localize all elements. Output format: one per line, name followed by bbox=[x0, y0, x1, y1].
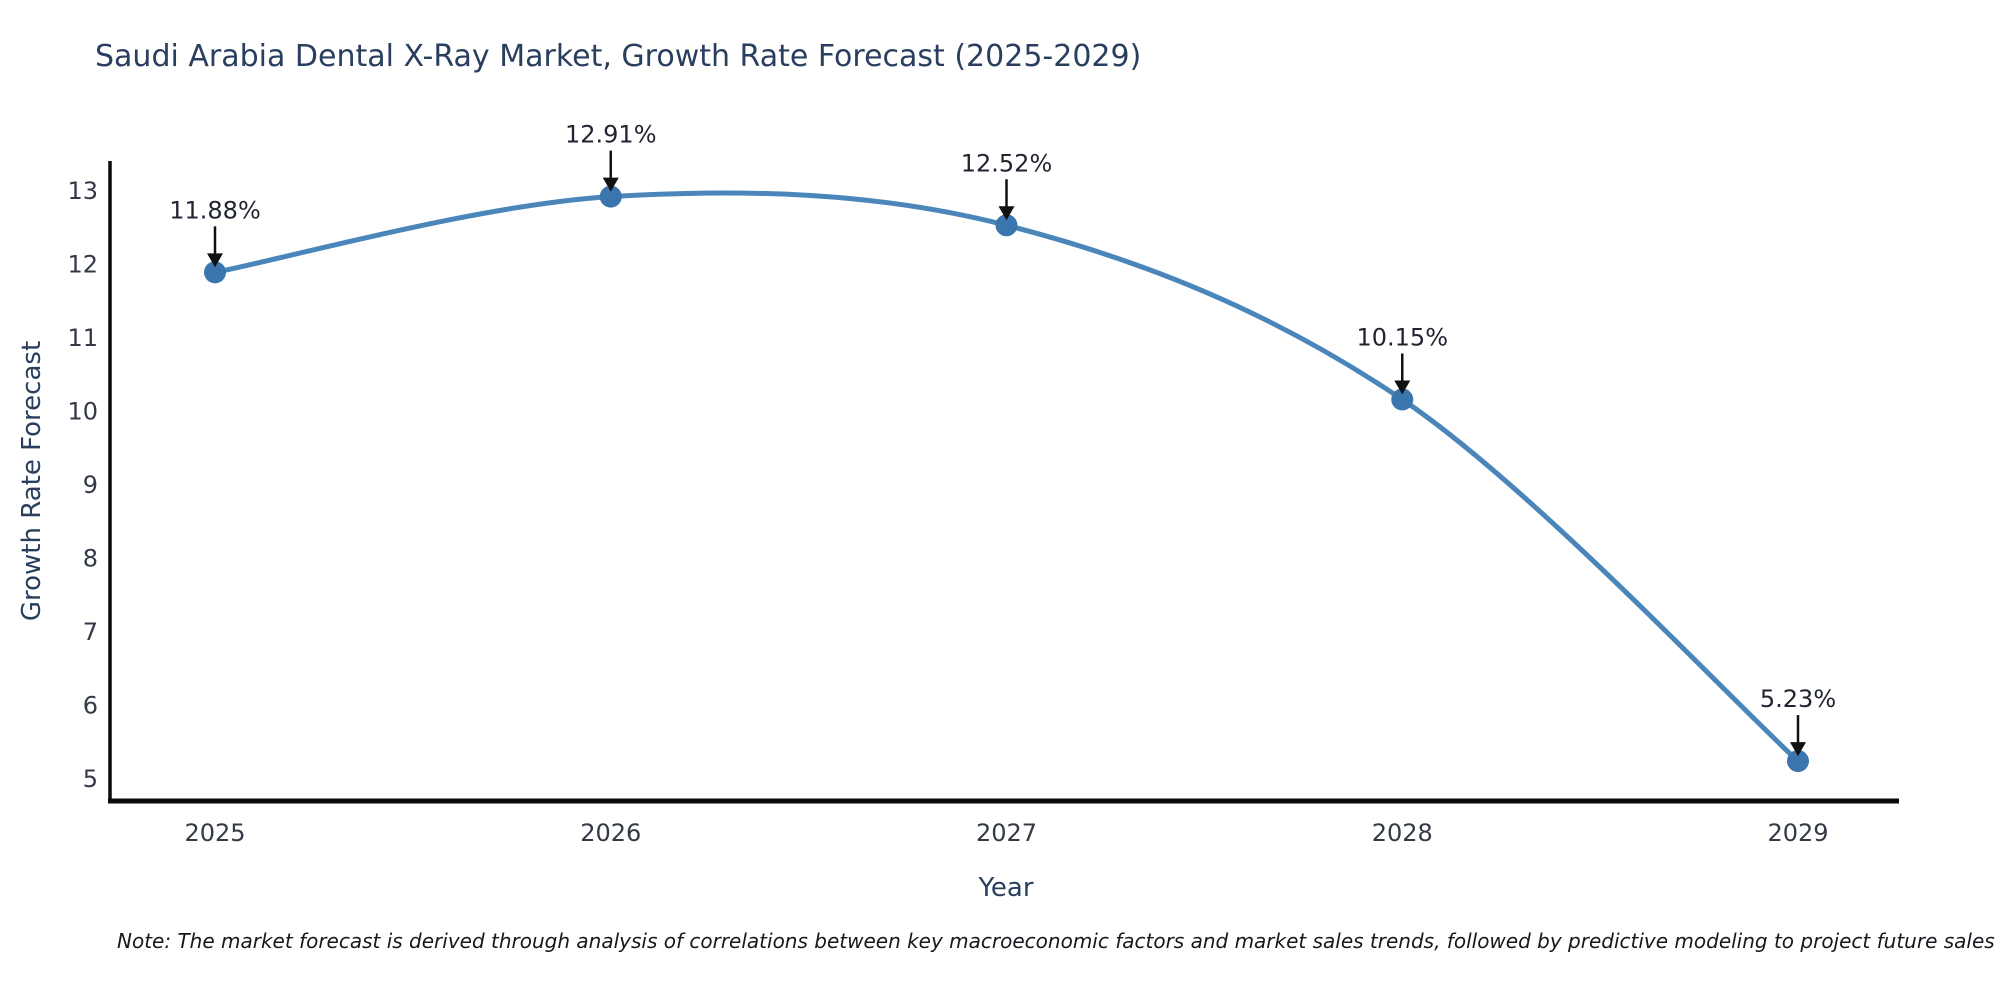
data-point-marker bbox=[1787, 750, 1809, 773]
x-tick-label: 2028 bbox=[1372, 819, 1433, 847]
series-path bbox=[212, 190, 1801, 764]
point-value-label: 11.88% bbox=[169, 196, 261, 224]
footnote: Note: The market forecast is derived thr… bbox=[117, 929, 1995, 953]
y-tick-label: 12 bbox=[67, 251, 98, 279]
x-axis-tick-labels: 2025 2026 2027 2028 2029 bbox=[184, 819, 1828, 847]
data-point-marker bbox=[1391, 388, 1414, 411]
data-point-marker bbox=[599, 185, 622, 208]
data-point-marker bbox=[995, 214, 1018, 237]
y-axis-tick-labels: 5 6 7 8 9 10 11 12 13 bbox=[67, 177, 98, 793]
y-tick-label: 11 bbox=[67, 324, 98, 352]
x-tick-label: 2026 bbox=[580, 819, 641, 847]
y-axis-title: Growth Rate Forecast bbox=[17, 341, 47, 621]
x-axis-title: Year bbox=[977, 873, 1033, 903]
annotation-arrow-head bbox=[998, 206, 1015, 221]
series-growth-rate bbox=[204, 185, 1809, 773]
x-tick-label: 2025 bbox=[184, 819, 245, 847]
y-tick-label: 13 bbox=[67, 177, 98, 205]
axes bbox=[108, 161, 1899, 804]
y-tick-label: 9 bbox=[83, 471, 98, 499]
point-value-label: 10.15% bbox=[1356, 323, 1448, 351]
y-tick-label: 6 bbox=[83, 692, 98, 720]
point-value-label: 12.52% bbox=[961, 149, 1053, 177]
annotation-arrow-head bbox=[1394, 380, 1411, 395]
y-tick-label: 7 bbox=[83, 618, 98, 646]
annotation-arrow-head bbox=[207, 253, 223, 268]
y-tick-label: 10 bbox=[67, 398, 98, 426]
y-tick-label: 8 bbox=[83, 545, 98, 573]
annotation-arrow-head bbox=[602, 177, 619, 192]
point-value-label: 12.91% bbox=[565, 121, 657, 149]
x-tick-label: 2027 bbox=[976, 819, 1037, 847]
point-value-label: 5.23% bbox=[1760, 685, 1836, 713]
point-annotations: 11.88% 12.91% 12.52% 10.15% 5.23% bbox=[169, 121, 1836, 757]
data-point-marker bbox=[204, 261, 226, 284]
chart-title: Saudi Arabia Dental X-Ray Market, Growth… bbox=[95, 39, 1141, 74]
annotation-arrow-head bbox=[1790, 742, 1806, 757]
y-tick-label: 5 bbox=[83, 765, 98, 793]
x-tick-label: 2029 bbox=[1767, 819, 1828, 847]
